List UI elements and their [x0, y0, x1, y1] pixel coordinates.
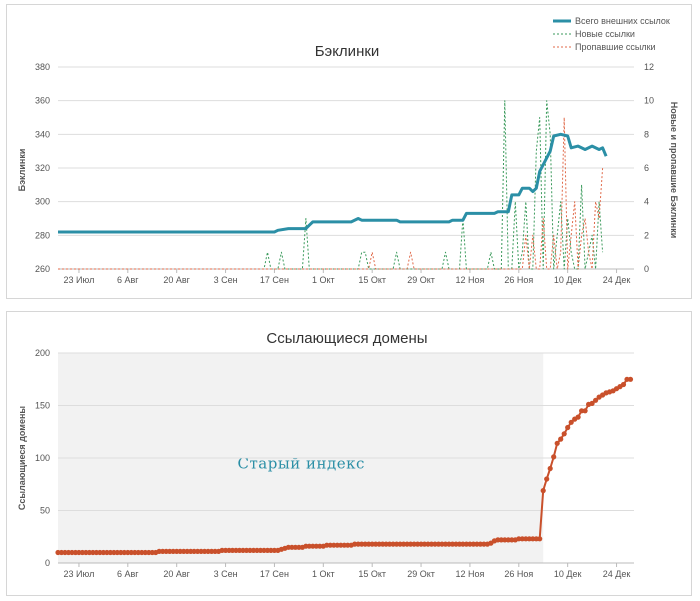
- data-point: [551, 454, 557, 460]
- y-axis-label: Бэклинки: [17, 149, 27, 192]
- y-tick-label: 320: [35, 163, 50, 173]
- total-links-line: [58, 132, 608, 234]
- y-tick-label: 0: [45, 558, 50, 568]
- data-point: [547, 465, 553, 472]
- y2-tick-label: 10: [644, 96, 654, 106]
- x-tick-label: 3 Сен: [214, 275, 238, 285]
- x-tick-label: 12 Ноя: [455, 569, 484, 579]
- y2-tick-label: 4: [644, 197, 649, 207]
- data-point: [537, 536, 543, 542]
- y-axis-label: Ссылающиеся домены: [17, 406, 27, 510]
- referring-domains-chart-panel: Старый индекс Ссылающиеся домены 0 50 100 1…: [6, 311, 692, 596]
- chart-legend[interactable]: Всего внешних ссылок Новые ссылки Пропав…: [553, 16, 670, 52]
- x-tick-label: 23 Июл: [64, 275, 95, 285]
- y-tick-label: 150: [35, 401, 50, 411]
- x-tick-label: 3 Сен: [214, 569, 238, 579]
- x-tick-label: 10 Дек: [554, 569, 582, 579]
- x-tick-label: 26 Ноя: [504, 275, 533, 285]
- x-tick-label: 23 Июл: [64, 569, 95, 579]
- data-point: [582, 408, 588, 414]
- data-point: [565, 424, 571, 431]
- data-point: [544, 476, 550, 482]
- x-tick-label: 6 Авг: [117, 275, 139, 285]
- backlinks-chart-panel: Бэклинки 260 280 300 320 340 360 380 0 2 4 6 8 10 12 2…: [6, 4, 692, 299]
- legend-item-total[interactable]: Всего внешних ссылок: [575, 16, 670, 26]
- y-tick-label: 260: [35, 264, 50, 274]
- data-point: [627, 376, 634, 382]
- x-tick-label: 20 Авг: [163, 569, 190, 579]
- x-tick-label: 15 Окт: [358, 569, 386, 579]
- chart-title: Бэклинки: [315, 43, 380, 60]
- x-tick-label: 6 Авг: [117, 569, 139, 579]
- y2-tick-label: 6: [644, 163, 649, 173]
- x-tick-label: 26 Ноя: [504, 569, 533, 579]
- x-tick-label: 1 Окт: [312, 275, 335, 285]
- chart-title: Ссылающиеся домены: [266, 330, 427, 347]
- data-point: [620, 381, 627, 388]
- legend-item-new[interactable]: Новые ссылки: [575, 29, 635, 39]
- data-point: [540, 488, 546, 494]
- data-point: [554, 440, 560, 446]
- x-tick-label: 12 Ноя: [455, 275, 484, 285]
- x-tick-label: 10 Дек: [554, 275, 582, 285]
- x-tick-label: 24 Дек: [603, 569, 631, 579]
- data-point: [593, 397, 599, 403]
- x-tick-label: 17 Сен: [260, 569, 289, 579]
- x-tick-label: 24 Дек: [603, 275, 631, 285]
- data-point: [558, 436, 564, 442]
- legend-item-lost[interactable]: Пропавшие ссылки: [575, 42, 656, 52]
- y-tick-label: 200: [35, 348, 50, 358]
- data-point: [575, 414, 581, 420]
- y-tick-label: 380: [35, 62, 50, 72]
- y2-tick-label: 0: [644, 264, 649, 274]
- data-point: [568, 419, 574, 425]
- data-point: [589, 400, 595, 406]
- x-tick-label: 15 Окт: [358, 275, 386, 285]
- y2-axis-label: Новые и пропавшие Бэклинки: [669, 102, 679, 238]
- backlinks-chart: Бэклинки 260 280 300 320 340 360 380 0 2 4 6 8 10 12 2…: [17, 16, 679, 285]
- x-tick-label: 17 Сен: [260, 275, 289, 285]
- y2-tick-label: 8: [644, 129, 649, 139]
- y-tick-label: 360: [35, 96, 50, 106]
- new-links-line: [58, 100, 604, 270]
- y-tick-label: 300: [35, 197, 50, 207]
- x-tick-label: 20 Авг: [163, 275, 190, 285]
- y-tick-label: 50: [40, 506, 50, 516]
- y-tick-label: 340: [35, 129, 50, 139]
- data-point: [561, 431, 567, 437]
- x-tick-label: 29 Окт: [407, 569, 435, 579]
- lost-links-line: [58, 117, 604, 270]
- old-index-label: Старый индекс: [238, 455, 365, 473]
- y2-tick-label: 12: [644, 62, 654, 72]
- x-tick-label: 29 Окт: [407, 275, 435, 285]
- y-tick-label: 280: [35, 230, 50, 240]
- y-tick-label: 100: [35, 453, 50, 463]
- referring-domains-chart: Старый индекс Ссылающиеся домены 0 50 100 1…: [17, 330, 634, 579]
- y2-tick-label: 2: [644, 230, 649, 240]
- x-tick-label: 1 Окт: [312, 569, 335, 579]
